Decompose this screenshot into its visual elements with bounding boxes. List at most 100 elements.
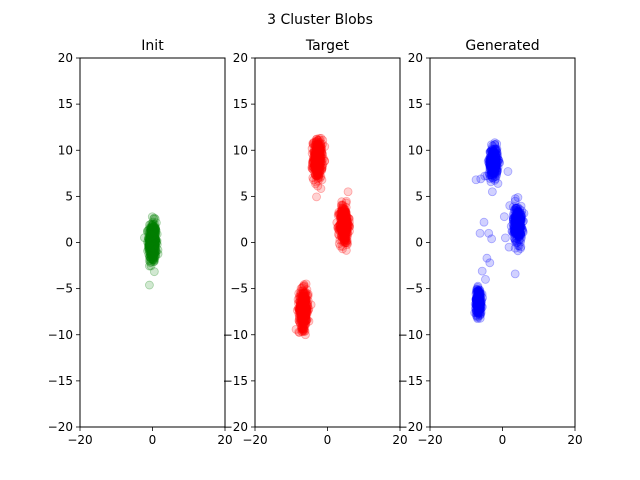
data-point-476 [345, 217, 354, 227]
data-point-988 [300, 301, 310, 311]
data-point-121 [314, 145, 324, 155]
x-tick-label: 20 [217, 433, 232, 447]
data-point-169 [316, 162, 326, 172]
data-point-592 [336, 200, 346, 210]
data-point-647 [340, 235, 350, 245]
data-point-243 [146, 227, 156, 237]
data-point-170 [144, 234, 154, 244]
data-point-3 [148, 246, 158, 256]
data-point-339 [340, 223, 350, 233]
data-point-120 [148, 237, 157, 247]
data-point-397 [148, 248, 157, 258]
data-point-7 [490, 154, 500, 164]
data-point-464 [339, 230, 349, 240]
data-point-415 [147, 241, 156, 251]
data-point-832 [301, 308, 311, 318]
data-point-14 [486, 155, 496, 165]
data-point-229 [313, 139, 323, 149]
data-point-212 [148, 230, 157, 240]
data-point-330 [146, 245, 156, 255]
data-point-897 [295, 292, 305, 301]
data-point-112 [309, 139, 318, 149]
data-point-948 [299, 319, 308, 329]
data-point-711 [300, 301, 310, 310]
data-point-141 [313, 155, 323, 165]
data-point-332 [145, 258, 155, 267]
data-point-305 [146, 261, 156, 271]
data-point-751 [294, 304, 304, 314]
data-point-11 [487, 147, 497, 157]
data-point-22 [149, 245, 158, 255]
data-point-849 [298, 307, 308, 317]
data-point-88 [147, 246, 157, 256]
data-point-134 [311, 150, 321, 160]
data-point-318 [145, 245, 155, 255]
data-point-547 [339, 227, 348, 237]
data-point-923 [304, 304, 314, 314]
data-point-12 [147, 241, 157, 251]
x-tick-label: 0 [499, 433, 507, 447]
data-point-681 [295, 303, 305, 313]
data-point-225 [315, 163, 325, 172]
data-point-349 [152, 229, 162, 239]
data-point-239 [312, 162, 322, 171]
data-point-851 [510, 269, 520, 279]
data-point-157 [149, 244, 159, 254]
data-point-36 [314, 151, 323, 160]
data-point-249 [316, 139, 326, 149]
data-point-853 [479, 217, 489, 227]
data-point-163 [150, 223, 160, 233]
data-point-440 [341, 225, 351, 235]
y-tick-label: 10 [408, 143, 423, 157]
data-point-340 [147, 244, 157, 254]
data-point-267 [316, 149, 325, 159]
data-point-629 [338, 212, 348, 221]
data-point-33 [313, 163, 323, 173]
data-point-797 [302, 315, 311, 325]
data-point-84 [147, 249, 157, 259]
data-point-328 [313, 143, 323, 153]
data-point-394 [343, 213, 353, 223]
data-point-246 [312, 143, 322, 153]
data-point-9 [490, 166, 499, 176]
data-point-487 [339, 223, 349, 233]
data-point-853 [294, 304, 304, 314]
data-point-384 [146, 242, 156, 251]
data-point-91 [148, 232, 158, 241]
data-point-149 [149, 251, 159, 261]
data-point-114 [312, 154, 322, 164]
data-point-154 [316, 153, 326, 163]
data-point-721 [300, 303, 310, 313]
data-point-560 [333, 223, 343, 233]
data-point-218 [313, 160, 322, 170]
data-point-219 [147, 243, 157, 253]
data-point-759 [298, 305, 308, 315]
data-point-427 [338, 217, 347, 227]
data-point-424 [341, 226, 350, 235]
data-point-864 [297, 315, 307, 325]
data-point-408 [333, 211, 343, 220]
data-point-728 [300, 313, 310, 322]
data-point-303 [314, 170, 324, 180]
data-point-317 [312, 157, 321, 167]
data-point-89 [310, 155, 319, 165]
data-point-574 [338, 220, 347, 230]
data-point-855 [487, 234, 497, 244]
y-tick-label: −20 [223, 420, 248, 434]
data-point-929 [299, 308, 309, 318]
data-point-926 [297, 305, 307, 314]
data-point-270 [314, 149, 323, 159]
data-point-815 [294, 304, 304, 314]
data-point-621 [338, 201, 348, 211]
data-point-467 [339, 222, 349, 232]
data-point-421 [341, 221, 351, 230]
data-point-70 [145, 244, 155, 254]
data-point-557 [339, 217, 349, 227]
data-point-631 [338, 221, 348, 231]
data-point-492 [338, 242, 347, 251]
data-point-368 [341, 196, 351, 206]
data-point-977 [301, 316, 311, 326]
data-point-180 [312, 165, 322, 174]
data-point-58 [149, 229, 159, 239]
